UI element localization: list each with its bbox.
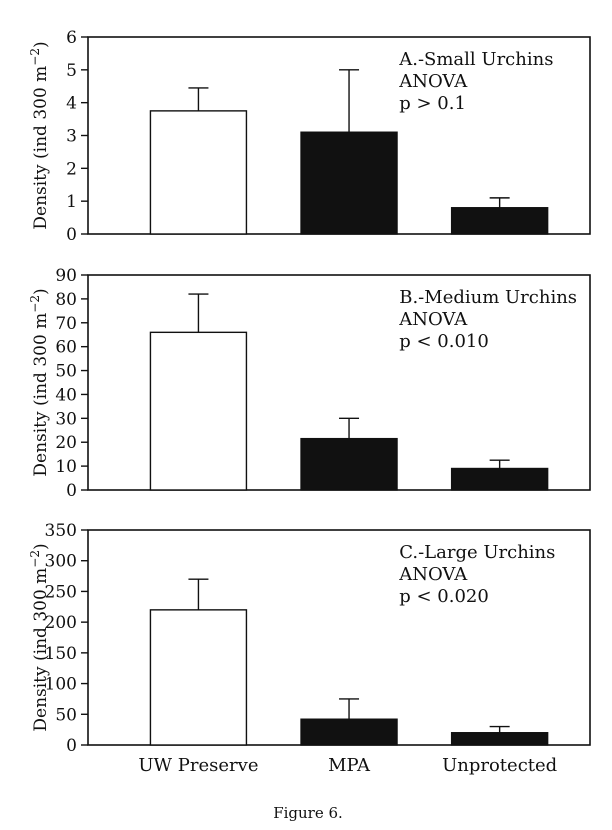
x-tick-label-2: Unprotected — [442, 755, 557, 776]
bar-b-2 — [450, 467, 549, 491]
y-tick-label-a-5: 5 — [66, 61, 77, 81]
figure-caption: Figure 6. — [273, 804, 343, 822]
y-axis-label-b: Density (ind 300 m−2) — [28, 288, 51, 476]
annotation-c-1: ANOVA — [398, 564, 468, 585]
y-axis-label-a: Density (ind 300 m−2) — [28, 41, 51, 229]
panels-layer: 0 1 2 3 4 5 6 Density (ind 300 m−2) A.-Small Urc… — [28, 28, 591, 776]
y-tick-label-b-7: 70 — [55, 314, 77, 334]
annotation-a-1: ANOVA — [398, 71, 468, 92]
y-tick-label-c-6: 300 — [45, 552, 77, 572]
y-tick-label-c-4: 200 — [45, 613, 77, 633]
y-tick-label-c-1: 50 — [55, 705, 77, 725]
y-tick-label-b-1: 10 — [55, 457, 77, 477]
y-tick-label-a-3: 3 — [66, 127, 77, 147]
bar-b-0 — [149, 331, 248, 491]
annotation-b-1: ANOVA — [398, 309, 468, 330]
y-tick-label-a-6: 6 — [66, 28, 77, 48]
y-tick-label-c-3: 150 — [45, 644, 77, 664]
y-tick-label-b-0: 0 — [66, 481, 77, 501]
y-tick-label-c-5: 250 — [45, 582, 77, 602]
y-tick-label-b-9: 90 — [55, 266, 77, 286]
annotation-a-0: A.-Small Urchins — [398, 49, 553, 70]
annotation-b-2: p < 0.010 — [399, 331, 489, 352]
annotation-b-0: B.-Medium Urchins — [399, 287, 577, 308]
y-tick-label-b-6: 60 — [55, 338, 77, 358]
y-tick-label-a-4: 4 — [66, 94, 77, 114]
bar-a-2 — [450, 207, 549, 235]
x-tick-label-1: MPA — [328, 755, 371, 776]
bar-c-0 — [149, 609, 248, 746]
annotation-c-2: p < 0.020 — [399, 586, 489, 607]
y-tick-label-a-0: 0 — [66, 225, 77, 245]
x-tick-label-0: UW Preserve — [138, 755, 258, 776]
y-tick-label-c-7: 350 — [45, 521, 77, 541]
y-tick-label-b-8: 80 — [55, 290, 77, 310]
y-tick-label-b-4: 40 — [55, 385, 77, 405]
bar-a-0 — [149, 110, 248, 235]
y-tick-label-a-1: 1 — [66, 192, 77, 212]
y-tick-label-b-3: 30 — [55, 409, 77, 429]
annotation-c-0: C.-Large Urchins — [399, 542, 555, 563]
bar-b-1 — [300, 437, 398, 491]
chart-panel-a: 0 1 2 3 4 5 6 Density (ind 300 m−2) A.-Small Urc… — [28, 28, 591, 245]
y-tick-label-a-2: 2 — [66, 159, 77, 179]
y-tick-label-c-2: 100 — [45, 675, 77, 695]
annotation-a-2: p > 0.1 — [399, 93, 466, 114]
y-tick-label-c-0: 0 — [66, 736, 77, 756]
y-tick-label-b-5: 50 — [55, 362, 77, 382]
bar-c-2 — [450, 732, 549, 746]
bar-a-1 — [300, 131, 398, 235]
bar-c-1 — [300, 718, 398, 746]
y-axis-label-c: Density (ind 300 m−2) — [28, 543, 51, 731]
y-tick-label-b-2: 20 — [55, 433, 77, 453]
